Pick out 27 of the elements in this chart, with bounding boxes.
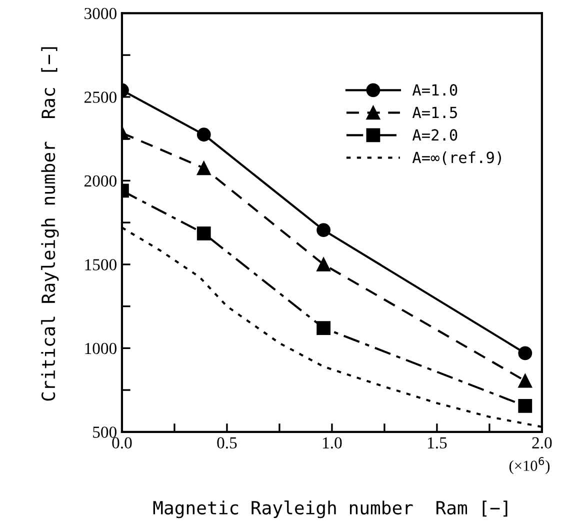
text: (×10$^{6}$)	[509, 457, 550, 474]
point	[518, 399, 532, 413]
y-axis-title: Critical Rayleigh number Rac [−]	[41, 47, 59, 401]
y-tick-label: 2500	[84, 92, 116, 103]
y-tick-label: 1500	[85, 259, 116, 270]
y-tick-label: 3000	[84, 8, 116, 20]
point	[196, 226, 211, 240]
y-tick-label: 500	[93, 426, 116, 438]
legend-label: A=∞(ref.9)	[412, 151, 501, 166]
x-axis-title: Magnetic Rayleigh number Ram [−]	[153, 500, 508, 518]
y-tick-label: 2000	[84, 175, 116, 187]
x-tick-label: 1.0	[323, 437, 342, 449]
point	[316, 321, 331, 336]
legend-label: A=2.0	[412, 129, 458, 141]
x-tick-label: 0.0	[112, 437, 132, 449]
point	[518, 346, 532, 360]
point	[316, 223, 331, 238]
legend-label: A=1.5	[412, 106, 457, 118]
legend-label: A=1.0	[412, 84, 458, 96]
point	[196, 161, 211, 176]
x-tick-label: 2.0	[532, 437, 552, 449]
point	[196, 128, 211, 142]
point	[518, 374, 532, 388]
point	[316, 257, 331, 272]
x-tick-label: 1.5	[428, 437, 447, 449]
x-tick-label: 0.5	[217, 437, 237, 449]
y-tick-label: 1000	[85, 342, 116, 354]
